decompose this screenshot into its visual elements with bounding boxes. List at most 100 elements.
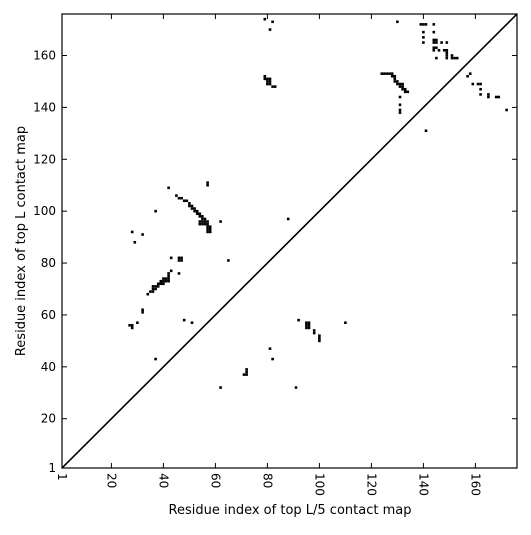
contact-point <box>169 269 173 273</box>
contact-point <box>396 20 399 24</box>
axes-layer: 1 20 40 60 80 100 120 140 1601204060801001201401… <box>33 13 518 496</box>
contact-point <box>167 274 170 278</box>
contact-point <box>128 324 131 327</box>
contact-point <box>435 46 438 50</box>
contact-point <box>198 222 202 226</box>
contact-point <box>203 222 207 226</box>
contact-point <box>195 212 199 216</box>
contact-point <box>162 277 165 280</box>
contact-point <box>156 285 160 288</box>
contact-point <box>167 279 170 283</box>
contact-point <box>154 357 157 361</box>
contact-point <box>396 82 399 86</box>
contact-point <box>156 282 160 286</box>
contact-point <box>180 196 183 200</box>
contact-point <box>396 80 399 83</box>
contact-point <box>162 282 165 286</box>
contact-point <box>177 259 181 262</box>
contact-point <box>479 93 482 96</box>
contact-point <box>242 373 246 376</box>
contact-point <box>201 215 204 218</box>
contact-point <box>268 80 272 83</box>
y-axis-label: Residue index of top L contact map <box>14 126 29 356</box>
contact-point <box>318 334 321 337</box>
contact-point <box>505 108 508 112</box>
contact-point <box>159 282 163 286</box>
contact-point <box>206 220 209 223</box>
contact-point <box>268 347 272 350</box>
contact-point <box>422 30 425 34</box>
contact-point <box>268 28 272 31</box>
x-tick-label: 140 <box>416 473 430 496</box>
contact-point <box>494 95 498 99</box>
contact-point <box>307 321 311 325</box>
contact-point <box>344 321 347 325</box>
contact-point <box>208 225 212 229</box>
contact-point <box>318 336 321 340</box>
contact-series-upper-left <box>128 181 230 361</box>
contact-point <box>167 272 170 275</box>
contact-point <box>393 80 397 83</box>
contact-point <box>497 95 501 99</box>
contact-point <box>162 279 165 283</box>
y-tick-label: 60 <box>41 308 56 322</box>
contact-point <box>268 82 272 86</box>
contact-point <box>198 212 202 216</box>
contact-point <box>432 30 436 34</box>
contact-point <box>476 82 480 86</box>
contact-point <box>219 386 222 389</box>
contact-point <box>271 85 274 88</box>
contact-point <box>154 285 157 288</box>
contact-point <box>201 222 204 226</box>
contact-point <box>245 370 248 374</box>
y-tick-label: 160 <box>33 49 56 63</box>
contact-point <box>445 56 449 60</box>
contact-point <box>403 87 407 91</box>
contact-point <box>182 199 186 203</box>
contact-point <box>190 204 194 208</box>
contact-point <box>435 56 438 60</box>
contact-point <box>398 111 402 114</box>
contact-point <box>206 183 209 187</box>
contact-point <box>263 74 267 78</box>
contact-point <box>406 90 410 94</box>
contact-point <box>455 56 459 60</box>
contact-point <box>390 72 394 75</box>
contact-point <box>271 20 274 24</box>
diagonal-line <box>62 14 517 468</box>
contact-point <box>393 74 397 78</box>
contact-point <box>195 209 199 213</box>
contact-point <box>385 72 389 75</box>
contact-point <box>422 36 425 39</box>
plot-content <box>62 14 517 468</box>
contact-point <box>432 38 436 42</box>
contact-point <box>398 85 402 88</box>
contact-point <box>245 373 248 376</box>
contact-point <box>263 77 267 81</box>
contact-point <box>141 311 144 314</box>
contact-point <box>133 241 137 244</box>
contact-point <box>453 56 456 60</box>
contact-point <box>180 256 183 260</box>
contact-point <box>271 357 274 361</box>
contact-point <box>198 215 202 218</box>
contact-point <box>146 292 150 296</box>
contact-point <box>445 49 449 52</box>
contact-point <box>203 217 207 221</box>
contact-point <box>401 87 404 91</box>
contact-point <box>318 339 321 343</box>
contact-point <box>266 77 269 81</box>
contact-point <box>401 82 404 86</box>
x-tick-label: 40 <box>156 473 170 488</box>
contact-point <box>442 49 446 52</box>
contact-point <box>393 77 397 81</box>
contact-point <box>206 225 209 229</box>
contact-point <box>487 93 490 96</box>
contact-point <box>479 82 482 86</box>
contact-point <box>151 285 155 288</box>
contact-point <box>130 326 134 330</box>
contact-point <box>312 331 316 335</box>
contact-point <box>167 277 170 280</box>
contact-point <box>208 230 212 234</box>
contact-point <box>159 279 163 283</box>
